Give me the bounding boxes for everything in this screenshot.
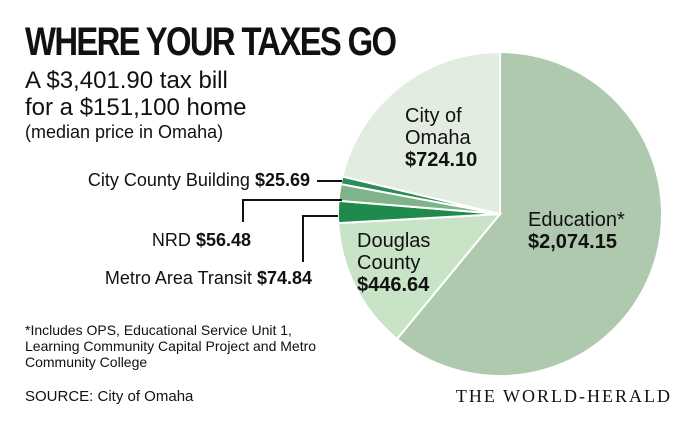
- pie-slices: [337, 50, 663, 377]
- label-metro-area-transit-name: Metro Area Transit: [104, 268, 252, 288]
- label-city-county-building-value: $25.69: [254, 170, 310, 190]
- label-metro-area-transit-value: $74.84: [256, 268, 312, 288]
- slice-value-education: $2,074.15: [528, 231, 617, 253]
- leader-line-nrd: [242, 199, 342, 222]
- publisher-credit: THE WORLD-HERALD: [455, 386, 672, 406]
- source-note: SOURCE: City of Omaha: [25, 388, 194, 405]
- label-nrd-value: $56.48: [195, 230, 251, 250]
- leader-line-metro-area-transit: [302, 215, 338, 262]
- leader-lines: [242, 180, 342, 262]
- pie-slice-douglas-county: [337, 212, 503, 341]
- subtitle-line-2: for a $151,100 home: [25, 94, 247, 121]
- label-city-county-building: City County Building $25.69: [88, 170, 310, 191]
- label-nrd-name: NRD: [151, 230, 191, 250]
- label-nrd: NRD $56.48: [152, 230, 251, 251]
- slice-label-douglas-county-line-2: County: [357, 252, 420, 274]
- pie-slice-education: [395, 50, 663, 377]
- slice-value-city-of-omaha: $724.10: [405, 149, 477, 171]
- slice-label-education: Education*: [528, 209, 625, 231]
- subtitle-line-1: A $3,401.90 tax bill: [25, 67, 228, 94]
- subtitle-note: (median price in Omaha): [25, 122, 224, 142]
- label-city-county-building-name: City County Building: [87, 170, 250, 190]
- label-metro-area-transit: Metro Area Transit $74.84: [105, 268, 312, 289]
- slice-label-city-of-omaha-line-2: Omaha: [405, 127, 471, 149]
- slice-label-douglas-county-line-1: Douglas: [357, 230, 430, 252]
- chart-title: WHERE YOUR TAXES GO: [25, 20, 397, 64]
- footnote: *Includes OPS, Educational Service Unit …: [25, 322, 317, 370]
- slice-value-douglas-county: $446.64: [357, 274, 430, 296]
- pie-slice-city-of-omaha: [341, 50, 501, 216]
- slice-label-city-of-omaha-line-1: City of: [405, 105, 462, 127]
